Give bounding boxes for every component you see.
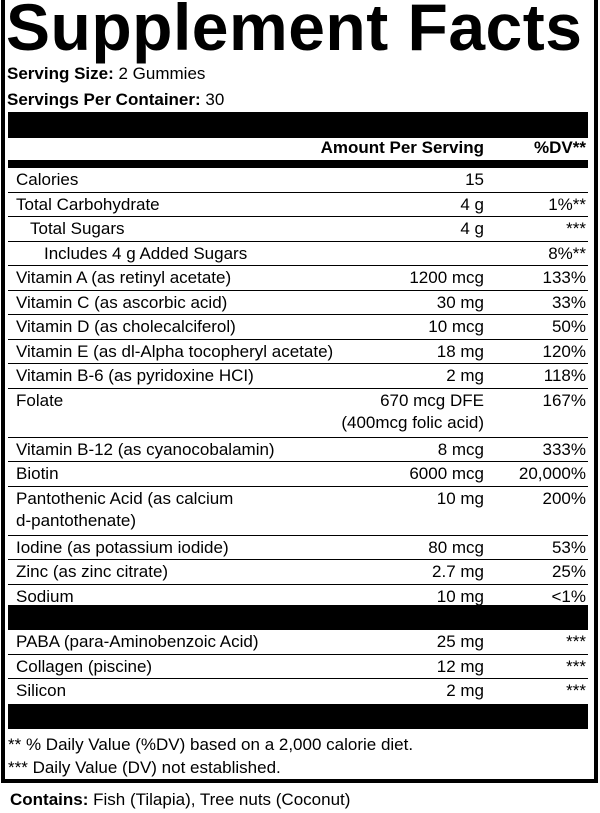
nutrient-amount: 2 mg bbox=[446, 681, 484, 700]
nutrient-name: Total Carbohydrate bbox=[16, 194, 160, 214]
nutrient-name: Folate bbox=[16, 390, 64, 410]
nutrient-dv: 53% bbox=[551, 537, 586, 557]
table-row: Collagen (piscine) 12 mg *** bbox=[8, 655, 588, 679]
nutrient-dv: *** bbox=[566, 219, 586, 238]
servings-value: 30 bbox=[205, 90, 225, 109]
table-row: Vitamin B-6 (as pyridoxine HCI) 2 mg 118% bbox=[8, 364, 588, 389]
nutrient-name: Sodium bbox=[16, 586, 74, 606]
serving-size: Serving Size: 2 Gummies bbox=[7, 64, 205, 84]
nutrient-dv: 33% bbox=[551, 292, 586, 312]
nutrient-amount: 15 bbox=[465, 170, 484, 189]
nutrient-name: Vitamin E (as dl-Alpha tocopheryl acetat… bbox=[16, 341, 334, 361]
nutrient-dv: 1%** bbox=[548, 194, 586, 214]
nutrient-name: Zinc (as zinc citrate) bbox=[16, 562, 169, 581]
nutrient-name: Silicon bbox=[16, 681, 67, 700]
nutrient-dv: 133% bbox=[542, 268, 586, 287]
nutrient-amount: 25 mg bbox=[436, 632, 484, 651]
nutrient-amount: 4 g bbox=[460, 194, 484, 214]
nutrient-dv: *** bbox=[566, 632, 586, 651]
divider-bar bbox=[8, 704, 588, 729]
table-row: Vitamin D (as cholecalciferol) 10 mcg 50% bbox=[8, 315, 588, 340]
nutrient-name: Iodine (as potassium iodide) bbox=[16, 537, 229, 557]
nutrient-amount: 2.7 mg bbox=[432, 562, 484, 581]
servings-label: Servings Per Container: bbox=[7, 90, 201, 109]
footnote-dv: ** % Daily Value (%DV) based on a 2,000 … bbox=[8, 735, 414, 754]
nutrient-dv: *** bbox=[566, 656, 586, 676]
table-row: Includes 4 g Added Sugars 8%** bbox=[8, 242, 588, 266]
nutrient-name: Vitamin D (as cholecalciferol) bbox=[16, 317, 236, 336]
contains-label: Contains: bbox=[10, 790, 89, 809]
table-row: Iodine (as potassium iodide) 80 mcg 53% bbox=[8, 536, 588, 560]
table-row: Folate 670 mcg DFE (400mcg folic acid) 167% bbox=[8, 389, 588, 438]
nutrient-dv: 20,000% bbox=[518, 464, 586, 483]
nutrient-amount: 6000 mcg bbox=[409, 464, 484, 483]
table-row: Silicon 2 mg *** bbox=[8, 679, 588, 704]
column-header: Amount Per Serving %DV** bbox=[8, 136, 588, 160]
nutrient-dv: *** bbox=[566, 681, 586, 700]
nutrient-amount: 10 mg bbox=[436, 586, 484, 606]
table-row: Calories 15 bbox=[8, 168, 588, 193]
other-ingredients-table: PABA (para-Aminobenzoic Acid) 25 mg *** Col… bbox=[8, 630, 588, 704]
serving-size-label: Serving Size: bbox=[7, 64, 114, 83]
amount-header: Amount Per Serving bbox=[320, 138, 484, 157]
panel-title: Supplement Facts bbox=[6, 0, 583, 64]
nutrient-amount: 8 mcg bbox=[437, 439, 484, 459]
table-row: Vitamin A (as retinyl acetate) 1200 mcg 13… bbox=[8, 266, 588, 291]
nutrient-dv: 118% bbox=[543, 366, 586, 385]
table-row: Total Carbohydrate 4 g 1%** bbox=[8, 193, 588, 217]
nutrient-dv: 25% bbox=[551, 562, 586, 581]
nutrient-name: Calories bbox=[16, 170, 79, 189]
nutrient-dv: 200% bbox=[542, 488, 586, 508]
table-row: Vitamin B-12 (as cyanocobalamin) 8 mcg 333… bbox=[8, 438, 588, 462]
nutrient-table: Calories 15 Total Carbohydrate 4 g 1%** Total… bbox=[8, 168, 588, 609]
divider-bar bbox=[8, 605, 588, 630]
nutrient-name: Includes 4 g Added Sugars bbox=[44, 243, 248, 263]
table-row: Vitamin C (as ascorbic acid) 30 mg 33% bbox=[8, 291, 588, 315]
table-row: Total Sugars 4 g *** bbox=[8, 217, 588, 242]
nutrient-name: Vitamin C (as ascorbic acid) bbox=[16, 292, 228, 312]
supplement-facts-panel bbox=[1, 0, 598, 783]
nutrient-amount: 30 mg bbox=[436, 292, 484, 312]
nutrient-amount: 18 mg bbox=[436, 341, 484, 361]
table-row: Sodium 10 mg <1% bbox=[8, 585, 588, 610]
nutrient-amount: 670 mcg DFE (400mcg folic acid) bbox=[341, 390, 484, 432]
nutrient-dv: 167% bbox=[542, 390, 586, 410]
contains-value: Fish (Tilapia), Tree nuts (Coconut) bbox=[93, 790, 351, 809]
nutrient-name: Total Sugars bbox=[30, 219, 125, 238]
nutrient-name: Vitamin B-12 (as cyanocobalamin) bbox=[16, 439, 275, 459]
nutrient-amount: 2 mg bbox=[446, 366, 484, 385]
nutrient-dv: 333% bbox=[542, 439, 586, 459]
nutrient-name: Vitamin A (as retinyl acetate) bbox=[16, 268, 232, 287]
footnote-not-established: *** Daily Value (DV) not established. bbox=[8, 758, 281, 777]
nutrient-amount: 12 mg bbox=[436, 656, 484, 676]
nutrient-dv: 120% bbox=[542, 341, 586, 361]
nutrient-name: Collagen (piscine) bbox=[16, 656, 153, 676]
dv-header: %DV** bbox=[534, 138, 586, 157]
nutrient-name: Pantothenic Acid (as calcium d-pantothena… bbox=[16, 488, 234, 530]
nutrient-dv: <1% bbox=[551, 586, 587, 606]
table-row: Biotin 6000 mcg 20,000% bbox=[8, 462, 588, 487]
nutrient-name: Biotin bbox=[16, 464, 59, 483]
nutrient-amount: 10 mg bbox=[436, 488, 484, 508]
nutrient-amount: 10 mcg bbox=[428, 317, 484, 336]
table-row: PABA (para-Aminobenzoic Acid) 25 mg *** bbox=[8, 630, 588, 655]
nutrient-dv: 8%** bbox=[548, 243, 586, 263]
nutrient-amount: 80 mcg bbox=[428, 537, 484, 557]
table-row: Vitamin E (as dl-Alpha tocopheryl acetat… bbox=[8, 340, 588, 364]
servings-per-container: Servings Per Container: 30 bbox=[7, 90, 224, 110]
allergen-statement: Contains: Fish (Tilapia), Tree nuts (Coc… bbox=[10, 790, 350, 810]
nutrient-dv: 50% bbox=[551, 317, 586, 336]
divider-bar bbox=[8, 112, 588, 138]
table-row: Pantothenic Acid (as calcium d-pantothena… bbox=[8, 487, 588, 536]
nutrient-name: PABA (para-Aminobenzoic Acid) bbox=[16, 632, 259, 651]
divider-bar bbox=[8, 160, 588, 168]
nutrient-amount: 4 g bbox=[460, 219, 484, 238]
serving-size-value: 2 Gummies bbox=[118, 64, 206, 83]
nutrient-name: Vitamin B-6 (as pyridoxine HCI) bbox=[16, 366, 254, 385]
nutrient-amount: 1200 mcg bbox=[409, 268, 484, 287]
table-row: Zinc (as zinc citrate) 2.7 mg 25% bbox=[8, 560, 588, 585]
